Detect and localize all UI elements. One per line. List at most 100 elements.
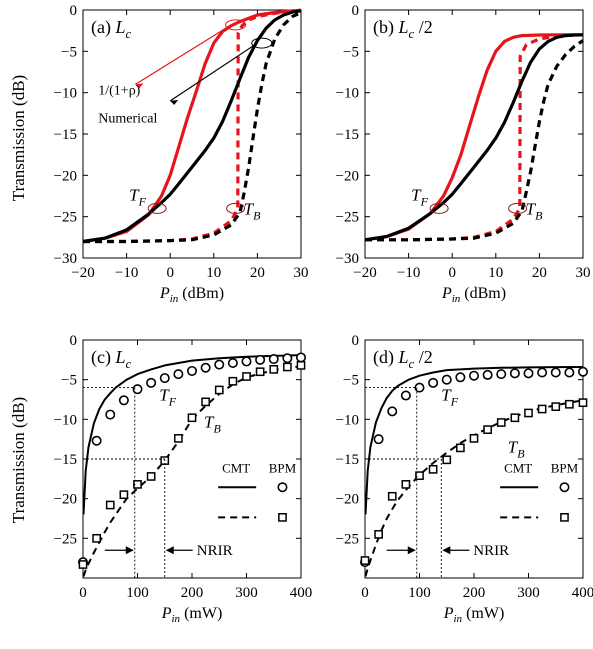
legend-bpm-header: BPM: [269, 460, 297, 475]
y-tick-label: −20: [54, 492, 77, 508]
bpm-square-point: [524, 408, 533, 418]
panel-c: 0 100 200 300 400 0 −5 −10 −15 −20 −25 Pin (mW) (c) …: [54, 333, 313, 625]
backward-curve: [364, 399, 584, 577]
y-tick-label: −10: [54, 412, 77, 428]
y-tick-label: −30: [54, 251, 77, 267]
x-tick-label: 10: [488, 265, 503, 281]
nrir-arrowhead-right: [442, 546, 451, 555]
x-tick-label: 30: [576, 265, 591, 281]
backward-curve: [83, 11, 302, 244]
y-tick-label: −15: [54, 452, 77, 468]
panel-title: (c) Lc: [91, 347, 132, 371]
analytic-ellipse: [225, 19, 247, 31]
bpm-circle-point: [468, 370, 479, 381]
bpm-circle-point: [187, 365, 198, 376]
x-tick-label: 200: [181, 585, 204, 601]
tf-label: TF: [441, 385, 458, 408]
bpm-square-point: [469, 434, 479, 443]
bpm-square-point: [174, 434, 183, 443]
bpm-circle-point: [400, 390, 411, 401]
y-tick-label: −20: [336, 168, 359, 184]
bpm-square-point: [105, 500, 115, 510]
bpm-circle-point: [241, 356, 252, 367]
tf-label: TF: [411, 185, 428, 208]
x-tick-label: −10: [115, 265, 138, 281]
tf-ellipse: [429, 202, 449, 214]
x-tick-label: 0: [448, 265, 456, 281]
legend-bpm-circle: [277, 482, 288, 493]
panel-title: (d) Lc /2: [373, 347, 433, 371]
bpm-square-point: [187, 413, 197, 423]
legend-cmt-header: CMT: [222, 460, 250, 475]
backward-curve: [365, 33, 584, 242]
panel-title: (a) Lc: [91, 17, 132, 41]
bpm-circle-point: [227, 358, 238, 369]
forward-curve: [364, 366, 584, 515]
bpm-circle-point: [173, 369, 184, 380]
backward-curve: [82, 365, 302, 577]
bpm-square-point: [146, 472, 156, 481]
bpm-circle-point: [282, 353, 293, 364]
y-tick-label: −25: [336, 210, 359, 226]
y-tick-label: −10: [336, 86, 359, 102]
nrir-arrowhead-right: [165, 546, 174, 555]
bpm-square-point: [283, 362, 292, 372]
bpm-square-point: [565, 399, 574, 409]
bpm-circle-point: [441, 374, 452, 385]
bpm-square-point: [360, 556, 370, 565]
x-tick-label: 300: [235, 585, 258, 601]
tb-label: TB: [508, 438, 525, 461]
forward-curve: [82, 354, 302, 515]
bpm-square-point: [510, 413, 520, 423]
bpm-square-point: [578, 398, 588, 408]
tf-label: TF: [159, 385, 176, 408]
bpm-circle-point: [118, 395, 129, 406]
y-axis-label-bottom: Transmission (dB): [9, 397, 28, 523]
bpm-square-point: [428, 464, 438, 474]
x-tick-label: 400: [572, 585, 593, 601]
analytic-arrowhead: [135, 83, 144, 89]
panel-d: 0 100 200 300 400 0 −5 −10 −15 −20 −25 Pin (mW) (d) …: [336, 333, 593, 625]
y-tick-label: −5: [61, 44, 77, 60]
bpm-circle-point: [91, 435, 102, 446]
bpm-square-point: [92, 533, 101, 543]
bpm-square-point: [296, 361, 306, 370]
y-tick-label: −20: [336, 492, 359, 508]
x-tick-label: 20: [532, 265, 547, 281]
bpm-circle-point: [455, 372, 466, 383]
bpm-circle-point: [132, 384, 143, 395]
panel-b: −20 −10 0 10 20 30 0 −5 −10 −15 −20 −25 −30 Pin (dBm)…: [336, 3, 591, 305]
legend-cmt-header: CMT: [504, 460, 532, 475]
panel-a: −20 −10 0 10 20 30 0 −5 −10 −15 −20 −25 −30 Pin (dBm)…: [54, 3, 309, 305]
numerical-arrowhead: [170, 99, 179, 105]
bpm-square-point: [269, 365, 279, 374]
x-tick-label: 200: [463, 585, 486, 601]
y-tick-label: 0: [70, 3, 78, 19]
bpm-square-point: [228, 376, 238, 386]
tb-label: TB: [204, 412, 221, 435]
bpm-square-point: [537, 404, 547, 414]
x-axis-label: Pin (dBm): [159, 285, 224, 305]
bpm-circle-point: [509, 368, 520, 379]
bpm-circle-point: [214, 359, 225, 370]
bpm-circle-point: [564, 367, 575, 378]
nrir-arrowhead-left: [125, 546, 134, 555]
bpm-square-point: [119, 490, 129, 500]
x-tick-label: 100: [126, 585, 149, 601]
tb-label: TB: [244, 199, 261, 222]
bpm-square-point: [496, 418, 506, 427]
analytic-arrow: [135, 24, 232, 85]
y-tick-label: −5: [343, 373, 359, 389]
bpm-square-point: [242, 372, 251, 381]
y-tick-label: −15: [54, 127, 77, 143]
bpm-square-point: [201, 397, 210, 407]
x-tick-label: 0: [166, 265, 174, 281]
x-axis-label: Pin (dBm): [441, 285, 506, 305]
numerical-ellipse: [251, 37, 273, 49]
bpm-circle-point: [414, 382, 425, 393]
y-tick-label: −10: [336, 412, 359, 428]
x-tick-label: 30: [294, 265, 309, 281]
bpm-circle-point: [159, 373, 170, 384]
x-axis-label: Pin (mW): [443, 605, 505, 625]
bpm-square-point: [133, 480, 142, 489]
